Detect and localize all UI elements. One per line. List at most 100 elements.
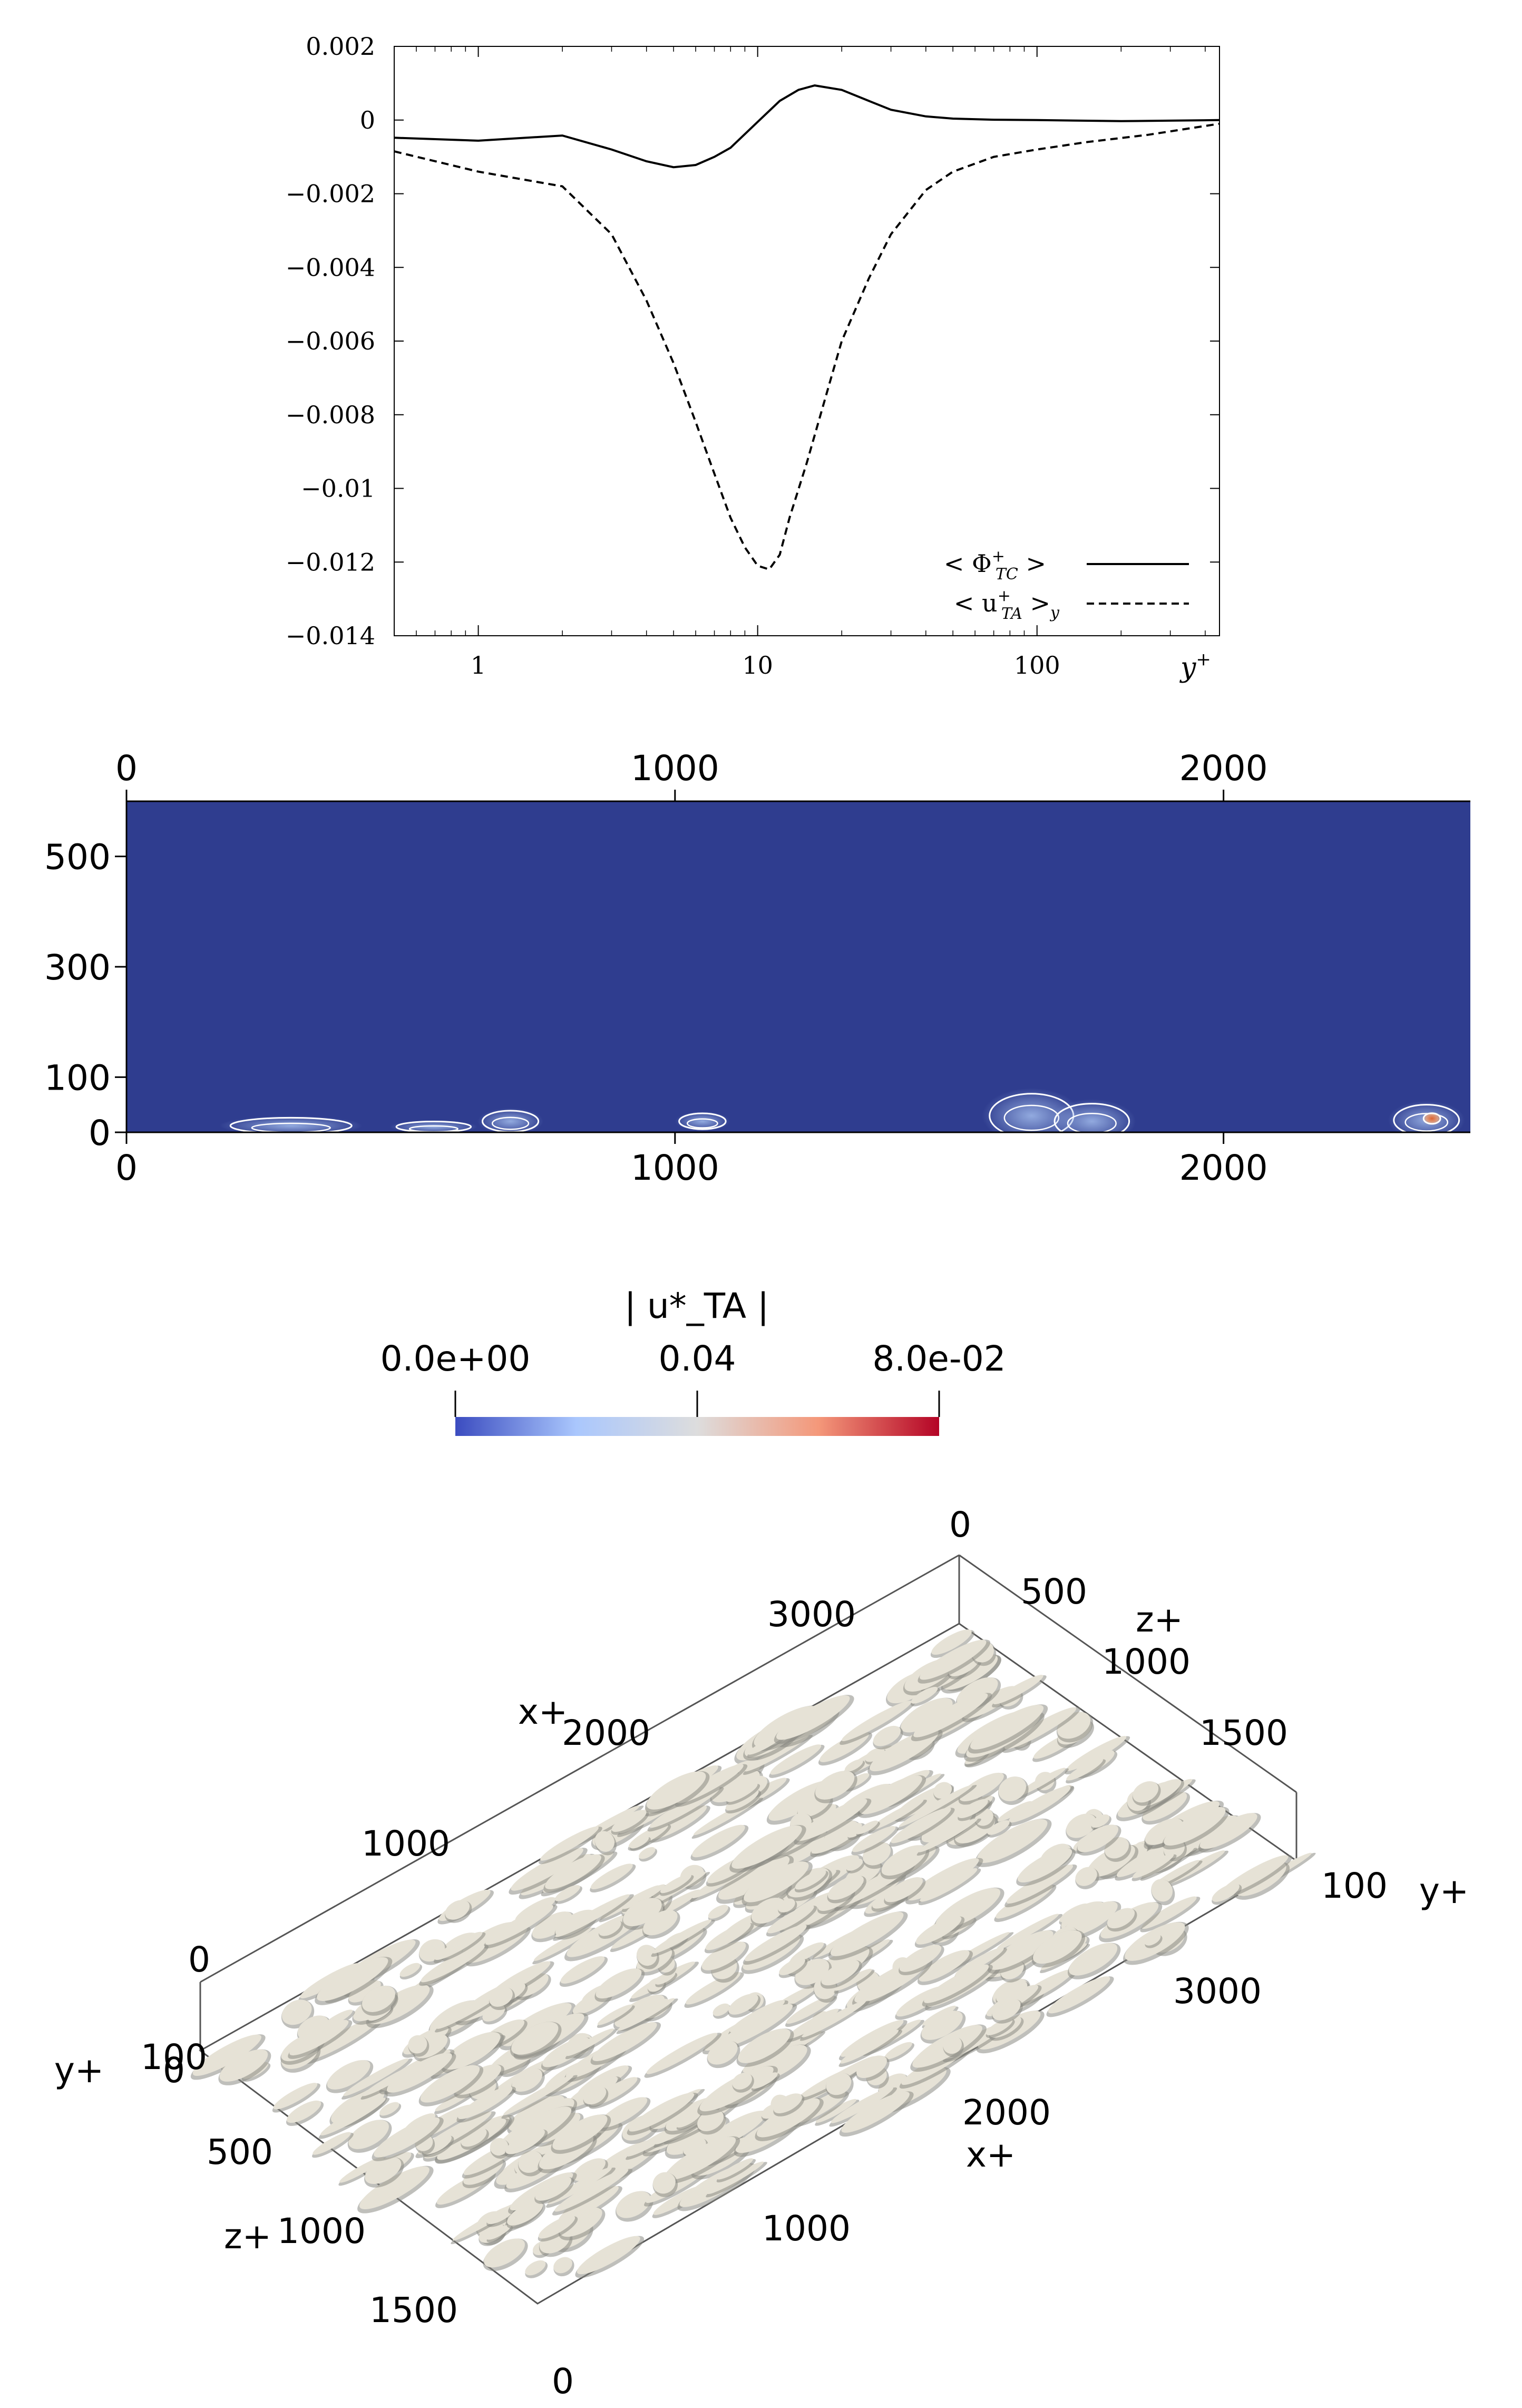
isosurface-structure — [959, 1772, 1004, 1802]
isosurface-structure — [827, 1875, 864, 1900]
x-tick-label: 1 — [471, 651, 486, 679]
heatmap-bottom-tick-label: 0 — [115, 1148, 138, 1188]
box-top-right — [959, 1554, 1297, 1793]
heatmap-top-tick-label: 0 — [115, 748, 138, 789]
z-tick-near-1500: 1500 — [369, 2290, 458, 2331]
isosurface-structure — [1066, 1758, 1104, 1781]
isosurface-structure — [881, 1845, 926, 1876]
heatmap-cell — [1048, 1099, 1136, 1132]
isosurface-structure — [996, 1980, 1028, 2003]
isosurface-structure — [289, 2019, 349, 2056]
isosurface-structure — [815, 1771, 855, 1800]
isosurface-structure — [815, 2099, 857, 2123]
heatmap-top-tick-label: 1000 — [631, 748, 719, 789]
isosurface-structure — [1212, 1883, 1240, 1902]
isosurface-structure — [484, 2238, 525, 2268]
isosurface-structure — [618, 1998, 675, 2031]
isosurface-structure — [219, 2049, 268, 2082]
isosurface-structure — [921, 2011, 963, 2040]
iso-labels: 0 3000 2000 1000 x+ 500 z+ 1000 1500 100… — [54, 1504, 1469, 2402]
plot-frame — [394, 46, 1220, 636]
isosurface-structure — [756, 2098, 820, 2138]
heatmap-regions — [219, 1088, 1465, 1132]
isosurface-structure — [421, 1945, 485, 1983]
z-tick-far-1000: 1000 — [1102, 1642, 1191, 1682]
y-tick-right-100: 100 — [1321, 1866, 1388, 1906]
isosurface-structure — [665, 2137, 736, 2180]
isosurface-structure — [811, 1823, 862, 1854]
x-axis-label-far: x+ — [518, 1692, 568, 1732]
isosurface-structure — [911, 1686, 938, 1704]
x-ticks: 1 10 100 — [394, 46, 1206, 679]
heatmap-bottom-tick-label: 1000 — [631, 1148, 719, 1188]
isosurface-structure — [826, 2072, 852, 2095]
isosurface-structure — [611, 1810, 647, 1832]
isosurface-structure — [566, 2028, 614, 2056]
heatmap-contour — [1393, 1104, 1460, 1132]
y-tick-label: −0.01 — [301, 474, 375, 503]
heatmap-contour — [678, 1112, 727, 1130]
isosurface-structure — [711, 1770, 760, 1803]
isosurface-structure — [773, 2093, 802, 2114]
isosurface-structure — [573, 2158, 606, 2181]
heatmap-contour — [491, 1116, 530, 1130]
isosurface-structure — [660, 1874, 691, 1894]
isosurface-structure — [993, 1675, 1043, 1705]
isosurface-structure — [779, 1958, 805, 1975]
isosurface-structure — [461, 2128, 487, 2147]
heatmap-contour — [1067, 1112, 1117, 1132]
isosurface-structure — [646, 2033, 718, 2074]
isosurface-structure — [802, 2001, 866, 2037]
isosurface-structure — [386, 2053, 452, 2093]
isosurface-structure — [705, 1922, 751, 1950]
isosurface-structure — [1066, 1736, 1127, 1771]
y-tick-label: −0.002 — [286, 180, 375, 208]
colorbar-tick-label: 0.04 — [659, 1338, 736, 1379]
isosurface-structure — [891, 1808, 951, 1843]
y-tick-label: −0.012 — [286, 548, 375, 576]
colorbar-ticks: 0.0e+00 0.04 8.0e-02 — [380, 1338, 1006, 1417]
isosurface-structure — [701, 1941, 746, 1970]
isosurface-structure — [738, 2028, 791, 2063]
isosurface-structure — [831, 2087, 893, 2123]
isosurface-structure — [728, 1994, 758, 2015]
isosurface-structure — [955, 1947, 1004, 1976]
isosurface-structure — [767, 1905, 814, 1934]
isosurface-structure — [552, 2114, 608, 2150]
isosurface-structure — [1145, 1818, 1183, 1845]
isosurface-structure — [362, 1985, 395, 2012]
isosurface-structure — [273, 2083, 318, 2110]
colorbar: | u*_TA | 0.0e+00 0.04 8.0e-02 — [380, 1286, 1006, 1436]
box-top-far — [200, 1554, 960, 1983]
z-axis-label-near: z+ — [224, 2216, 271, 2257]
isosurface-structure — [933, 1782, 952, 1799]
isosurface-structure — [1075, 1867, 1097, 1886]
isosurface-structure — [977, 1819, 1048, 1863]
colorbar-title: | u*_TA | — [625, 1286, 769, 1326]
heatmap-y-tick-label: 500 — [44, 837, 111, 878]
isosurface-structure — [1164, 1807, 1226, 1846]
isosurface-structure — [841, 2019, 904, 2057]
isosurface-structure — [643, 1910, 678, 1936]
isosurface-structure — [884, 1877, 923, 1902]
isosurface-structure — [327, 2060, 370, 2090]
isosurface-structure — [970, 1705, 1044, 1750]
isosurface-structure — [457, 2086, 513, 2119]
isosurface-structure — [486, 2206, 514, 2225]
isosurface-structure — [348, 1980, 381, 2003]
isosurface-structure — [597, 2004, 632, 2025]
isosurface-structure — [445, 1900, 470, 1920]
isosurface-structure — [590, 1863, 633, 1889]
isosurface-structure — [790, 1942, 824, 1964]
isosurface-structure — [646, 1771, 706, 1810]
isosurface-structure — [989, 1930, 1053, 1970]
isosurface-structure — [630, 1836, 649, 1849]
x-tick-label: 10 — [742, 651, 773, 679]
x-tick-far-1000: 1000 — [362, 1823, 450, 1864]
y-tick-label: −0.006 — [286, 327, 375, 355]
isosurface-structure — [622, 1884, 665, 1909]
isosurface-structure — [322, 2009, 353, 2028]
isosurface-structure — [708, 1905, 728, 1919]
isosurface-structure — [856, 2055, 887, 2079]
isosurface-structure — [731, 1825, 802, 1869]
